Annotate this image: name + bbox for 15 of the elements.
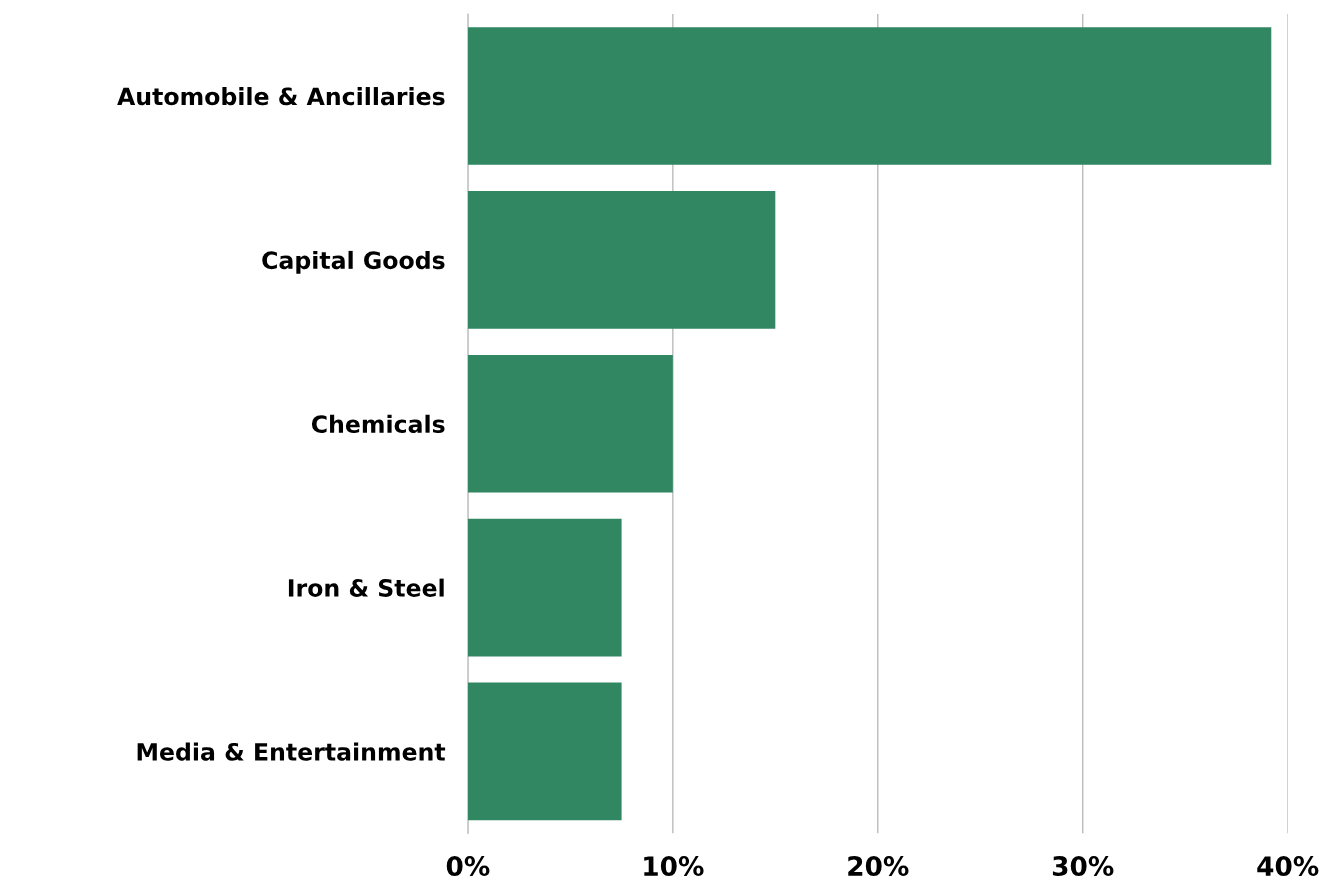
x-tick-label: 40%	[1257, 856, 1319, 877]
bar	[467, 27, 1272, 165]
y-tick-label: Automobile & Ancillaries	[117, 87, 445, 106]
y-tick-label: Media & Entertainment	[137, 742, 446, 761]
x-tick-label: 20%	[848, 856, 909, 877]
bar	[467, 682, 622, 821]
x-tick-label: 0%	[446, 856, 490, 877]
bar	[467, 191, 776, 329]
y-tick-label: Iron & Steel	[288, 578, 444, 597]
y-tick-label: Capital Goods	[262, 250, 445, 274]
x-tick-label: 10%	[644, 856, 704, 877]
x-tick-label: 30%	[1052, 856, 1114, 877]
y-tick-label: Chemicals	[311, 414, 445, 434]
bar	[467, 518, 622, 657]
bar	[467, 354, 673, 493]
